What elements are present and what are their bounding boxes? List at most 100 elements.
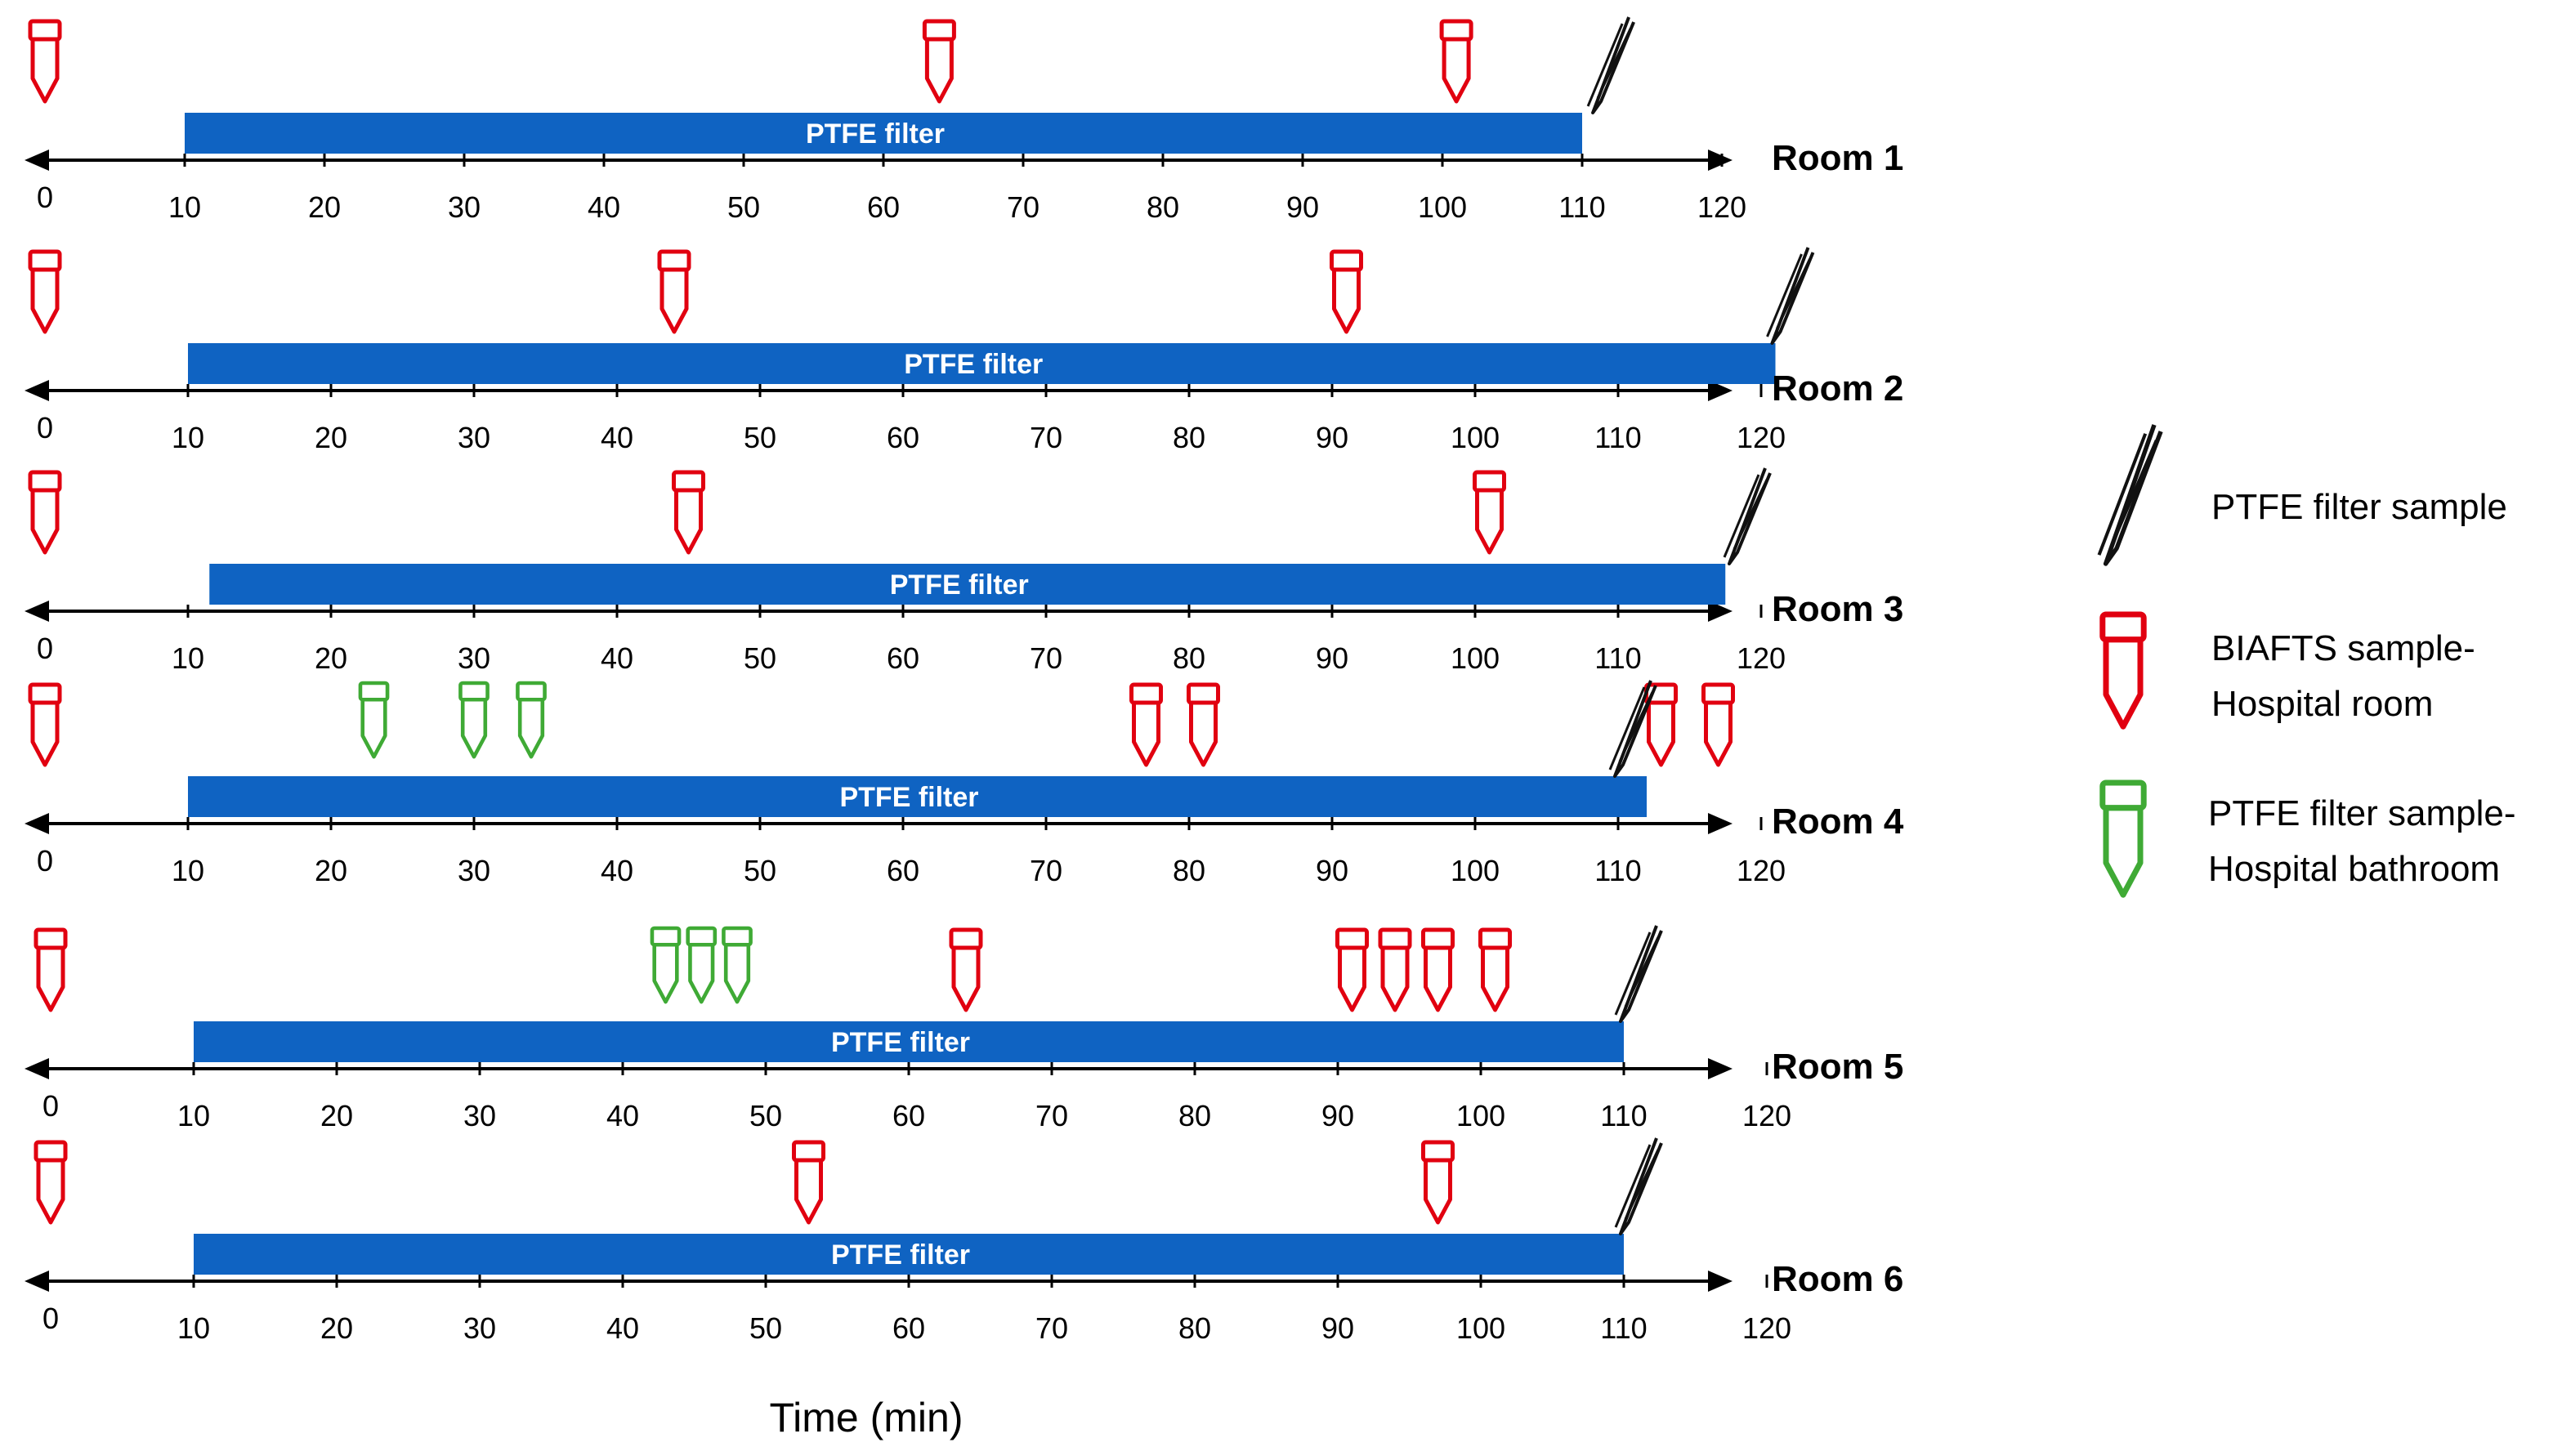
room-row-2: 0 10 20 30 40 50 60 70 80 90 100 110 120 PTFE filter R… xyxy=(25,247,1903,454)
room-row-4: 0 10 20 30 40 50 60 70 80 90 100 110 120 PTFE filter R… xyxy=(25,680,1904,887)
ptfe-filter-bar-label: PTFE filter xyxy=(831,1239,970,1271)
tick-label: 60 xyxy=(867,190,900,224)
tick-label: 60 xyxy=(892,1311,925,1345)
x-axis-label: Time (min) xyxy=(769,1395,963,1440)
tick-label: 90 xyxy=(1286,190,1319,224)
biafts-sample-icon xyxy=(1439,19,1473,104)
tick-label: 60 xyxy=(892,1099,925,1132)
biafts-sample-icon xyxy=(1335,927,1369,1012)
tick-label: 110 xyxy=(1558,190,1605,224)
axis-arrow-right xyxy=(1708,813,1733,834)
biafts-sample-icon xyxy=(1473,470,1506,555)
tick-label: 40 xyxy=(601,854,633,887)
biafts-sample-icon xyxy=(1378,927,1412,1012)
tick-label: 70 xyxy=(1030,854,1062,887)
tick-label: 50 xyxy=(749,1099,782,1132)
legend-item-bathroom: PTFE filter sample-Hospital bathroom xyxy=(2099,779,2516,898)
tick-label: 120 xyxy=(1742,1311,1791,1345)
tick-label: 80 xyxy=(1173,854,1205,887)
tick-label: 30 xyxy=(458,641,490,675)
axis-arrow-right xyxy=(1708,1058,1733,1079)
axis-arrow-left xyxy=(25,813,49,834)
tweezers-icon xyxy=(1608,680,1657,778)
tick-label: 10 xyxy=(168,190,201,224)
tick-label: 90 xyxy=(1316,854,1348,887)
tick-label: 10 xyxy=(172,641,204,675)
room-row-3: 0 10 20 30 40 50 60 70 80 90 100 110 120 PTFE filter R… xyxy=(25,467,1903,675)
legend-item-ptfe-sample: PTFE filter sample xyxy=(2097,424,2507,566)
biafts-sample-icon xyxy=(1330,249,1363,334)
tick-label: 100 xyxy=(1418,190,1467,224)
room-label: Room 2 xyxy=(1772,368,1903,409)
red-tube-icon xyxy=(2099,611,2147,730)
tick-label: 0 xyxy=(37,632,53,665)
biafts-sample-icon xyxy=(28,249,62,334)
biafts-sample-icon xyxy=(792,1140,825,1225)
bathroom-sample-icon xyxy=(686,926,718,1004)
tick-label: 110 xyxy=(1594,421,1641,454)
room-label: Room 1 xyxy=(1772,138,1903,178)
tick-label: 90 xyxy=(1316,641,1348,675)
tick-label: 10 xyxy=(172,421,204,454)
ptfe-filter-bar xyxy=(185,113,1582,154)
tick-label: 70 xyxy=(1007,190,1040,224)
tick-label: 80 xyxy=(1173,641,1205,675)
tick-label: 120 xyxy=(1697,190,1746,224)
tick-label: 40 xyxy=(606,1311,639,1345)
ptfe-filter-bar-label: PTFE filter xyxy=(890,569,1029,601)
tick-label: 0 xyxy=(37,411,53,444)
tick-label: 20 xyxy=(315,421,347,454)
tick-label: 80 xyxy=(1173,421,1205,454)
tick-label: 90 xyxy=(1321,1099,1354,1132)
tweezers-icon xyxy=(2097,424,2163,566)
ptfe-filter-bar xyxy=(188,343,1776,384)
biafts-sample-icon xyxy=(1187,682,1220,767)
ptfe-filter-bar-label: PTFE filter xyxy=(839,782,978,813)
tick-label: 110 xyxy=(1600,1099,1647,1132)
tick-label: 110 xyxy=(1600,1311,1647,1345)
tick-label: 40 xyxy=(588,190,620,224)
ptfe-filter-bar-label: PTFE filter xyxy=(904,349,1043,380)
tick-label: 50 xyxy=(744,641,776,675)
biafts-sample-icon xyxy=(28,470,62,555)
biafts-sample-icon xyxy=(949,927,983,1012)
tick-label: 120 xyxy=(1737,854,1786,887)
legend: PTFE filter sample BIAFTS sample-Hospital… xyxy=(2097,424,2516,898)
biafts-sample-icon xyxy=(1701,682,1735,767)
tick-label: 110 xyxy=(1594,854,1641,887)
biafts-sample-icon xyxy=(1421,927,1455,1012)
axis-arrow-right xyxy=(1708,601,1733,622)
tick-label: 20 xyxy=(315,641,347,675)
bathroom-sample-icon xyxy=(516,681,547,759)
biafts-sample-icon xyxy=(657,249,691,334)
tick-label: 20 xyxy=(320,1311,353,1345)
legend-item-biafts: BIAFTS sample-Hospital room xyxy=(2099,611,2475,730)
biafts-sample-icon xyxy=(1129,682,1163,767)
tick-label: 100 xyxy=(1451,854,1500,887)
biafts-sample-icon xyxy=(1478,927,1512,1012)
tick-label: 70 xyxy=(1030,641,1062,675)
tick-label: 30 xyxy=(448,190,481,224)
tick-label: 20 xyxy=(320,1099,353,1132)
tweezers-icon xyxy=(1723,467,1772,565)
tick-label: 20 xyxy=(308,190,341,224)
tick-label: 60 xyxy=(887,421,919,454)
tick-label: 30 xyxy=(458,854,490,887)
tick-label: 60 xyxy=(887,854,919,887)
tick-label: 70 xyxy=(1030,421,1062,454)
biafts-sample-icon xyxy=(34,927,68,1012)
biafts-sample-icon xyxy=(34,1140,68,1225)
axis-arrow-left xyxy=(25,150,49,171)
tick-label: 30 xyxy=(458,421,490,454)
room-label: Room 3 xyxy=(1772,589,1903,629)
tick-label: 80 xyxy=(1147,190,1179,224)
bathroom-sample-icon xyxy=(650,926,682,1004)
tick-label: 80 xyxy=(1178,1311,1211,1345)
tweezers-icon xyxy=(1586,16,1635,114)
ptfe-filter-bar-label: PTFE filter xyxy=(806,118,945,150)
room-row-5: 0 10 20 30 40 50 60 70 80 90 100 110 120 PTFE filter R… xyxy=(25,925,1903,1132)
tick-label: 50 xyxy=(749,1311,782,1345)
tweezers-icon xyxy=(1614,1137,1663,1235)
axis-arrow-left xyxy=(25,601,49,622)
